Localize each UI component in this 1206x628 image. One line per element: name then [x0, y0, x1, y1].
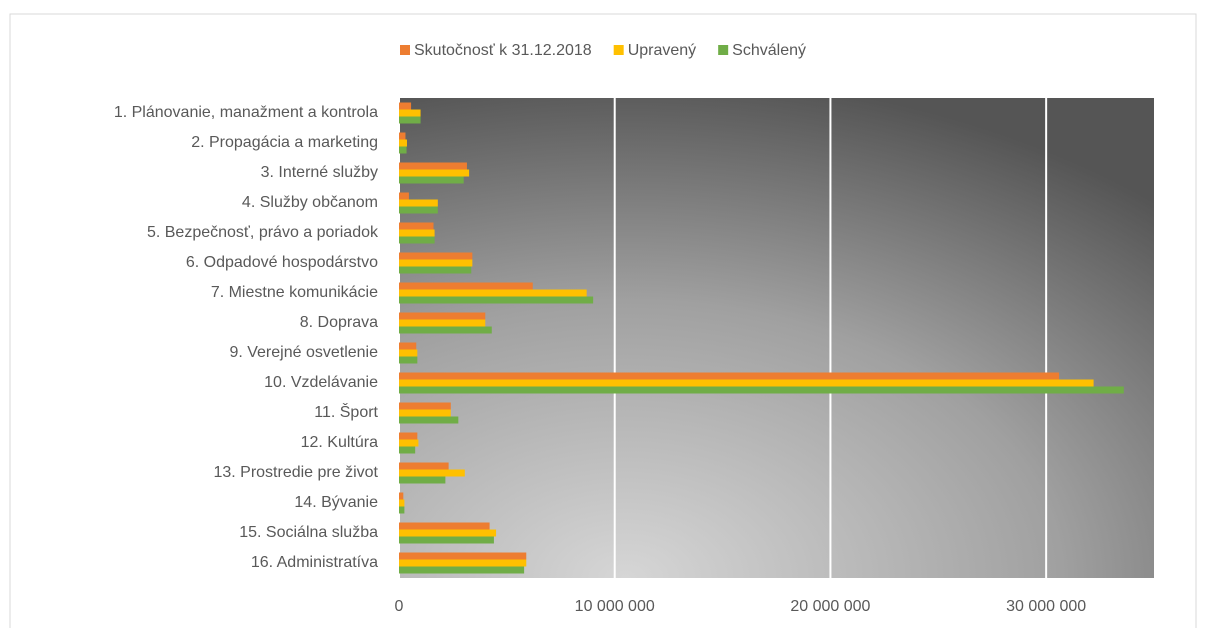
bar [399, 132, 406, 140]
bar [399, 536, 494, 544]
legend-label: Skutočnosť k 31.12.2018 [414, 42, 592, 59]
bar [399, 469, 465, 477]
bar [399, 312, 486, 320]
bar [399, 162, 467, 170]
bar [399, 222, 434, 230]
bar [399, 409, 451, 417]
bar [399, 266, 472, 274]
bar [399, 229, 435, 237]
bar [399, 559, 527, 567]
y-tick-label: 8. Doprava [300, 314, 378, 331]
plot-area [399, 98, 1154, 578]
bar [399, 372, 1060, 380]
bar [399, 259, 473, 267]
bar [399, 282, 533, 290]
bar [399, 176, 464, 184]
x-tick-label: 10 000 000 [575, 598, 655, 615]
y-tick-label: 3. Interné služby [261, 164, 378, 181]
bar [399, 356, 418, 364]
bar [399, 529, 497, 537]
y-tick-label: 14. Bývanie [294, 494, 378, 511]
bar [399, 566, 525, 574]
bar [399, 146, 407, 154]
y-tick-label: 10. Vzdelávanie [264, 374, 378, 391]
bar [399, 386, 1124, 394]
y-tick-label: 9. Verejné osvetlenie [229, 344, 378, 361]
y-tick-label: 7. Miestne komunikácie [211, 284, 378, 301]
y-tick-label: 4. Služby občanom [242, 194, 378, 211]
legend-swatch [613, 45, 624, 55]
bar [399, 326, 492, 334]
y-tick-label: 2. Propagácia a marketing [191, 134, 378, 151]
bar [399, 206, 438, 214]
bar [399, 446, 416, 454]
y-tick-label: 15. Sociálna služba [239, 524, 378, 541]
bar [399, 499, 405, 507]
bar [399, 342, 417, 350]
legend-label: Schválený [732, 42, 806, 59]
y-tick-label: 12. Kultúra [301, 434, 378, 451]
legend-label: Upravený [628, 42, 696, 59]
legend: Skutočnosť k 31.12.2018 Upravený Schválený [400, 42, 806, 59]
bar [399, 349, 418, 357]
y-tick-label: 13. Prostredie pre život [213, 464, 378, 481]
bar [399, 379, 1094, 387]
bar [399, 416, 459, 424]
y-tick-label: 1. Plánovanie, manažment a kontrola [114, 104, 378, 121]
bar [399, 289, 587, 297]
x-tick-label: 30 000 000 [1006, 598, 1086, 615]
y-tick-label: 5. Bezpečnosť, právo a poriadok [147, 224, 379, 241]
bar [399, 139, 407, 147]
bar [399, 462, 449, 470]
x-tick-label: 0 [395, 598, 404, 615]
bar [399, 402, 451, 410]
bar [399, 506, 405, 514]
bar [399, 522, 490, 530]
bar [399, 169, 470, 177]
bar [399, 192, 409, 200]
bar [399, 116, 421, 124]
bar [399, 476, 446, 484]
bar [399, 199, 438, 207]
bar [399, 236, 435, 244]
y-tick-label: 16. Administratíva [251, 554, 378, 571]
y-tick-label: 11. Šport [314, 402, 378, 421]
bar [399, 552, 527, 560]
bar [399, 319, 486, 327]
x-tick-label: 20 000 000 [790, 598, 870, 615]
bar [399, 439, 419, 447]
legend-swatch [400, 45, 410, 55]
bar [399, 252, 473, 260]
y-tick-label: 6. Odpadové hospodárstvo [186, 254, 378, 271]
bar [399, 432, 418, 440]
bar [399, 492, 404, 500]
legend-swatch [718, 45, 729, 55]
bar [399, 102, 412, 110]
bar [399, 296, 594, 304]
bar [399, 109, 421, 117]
